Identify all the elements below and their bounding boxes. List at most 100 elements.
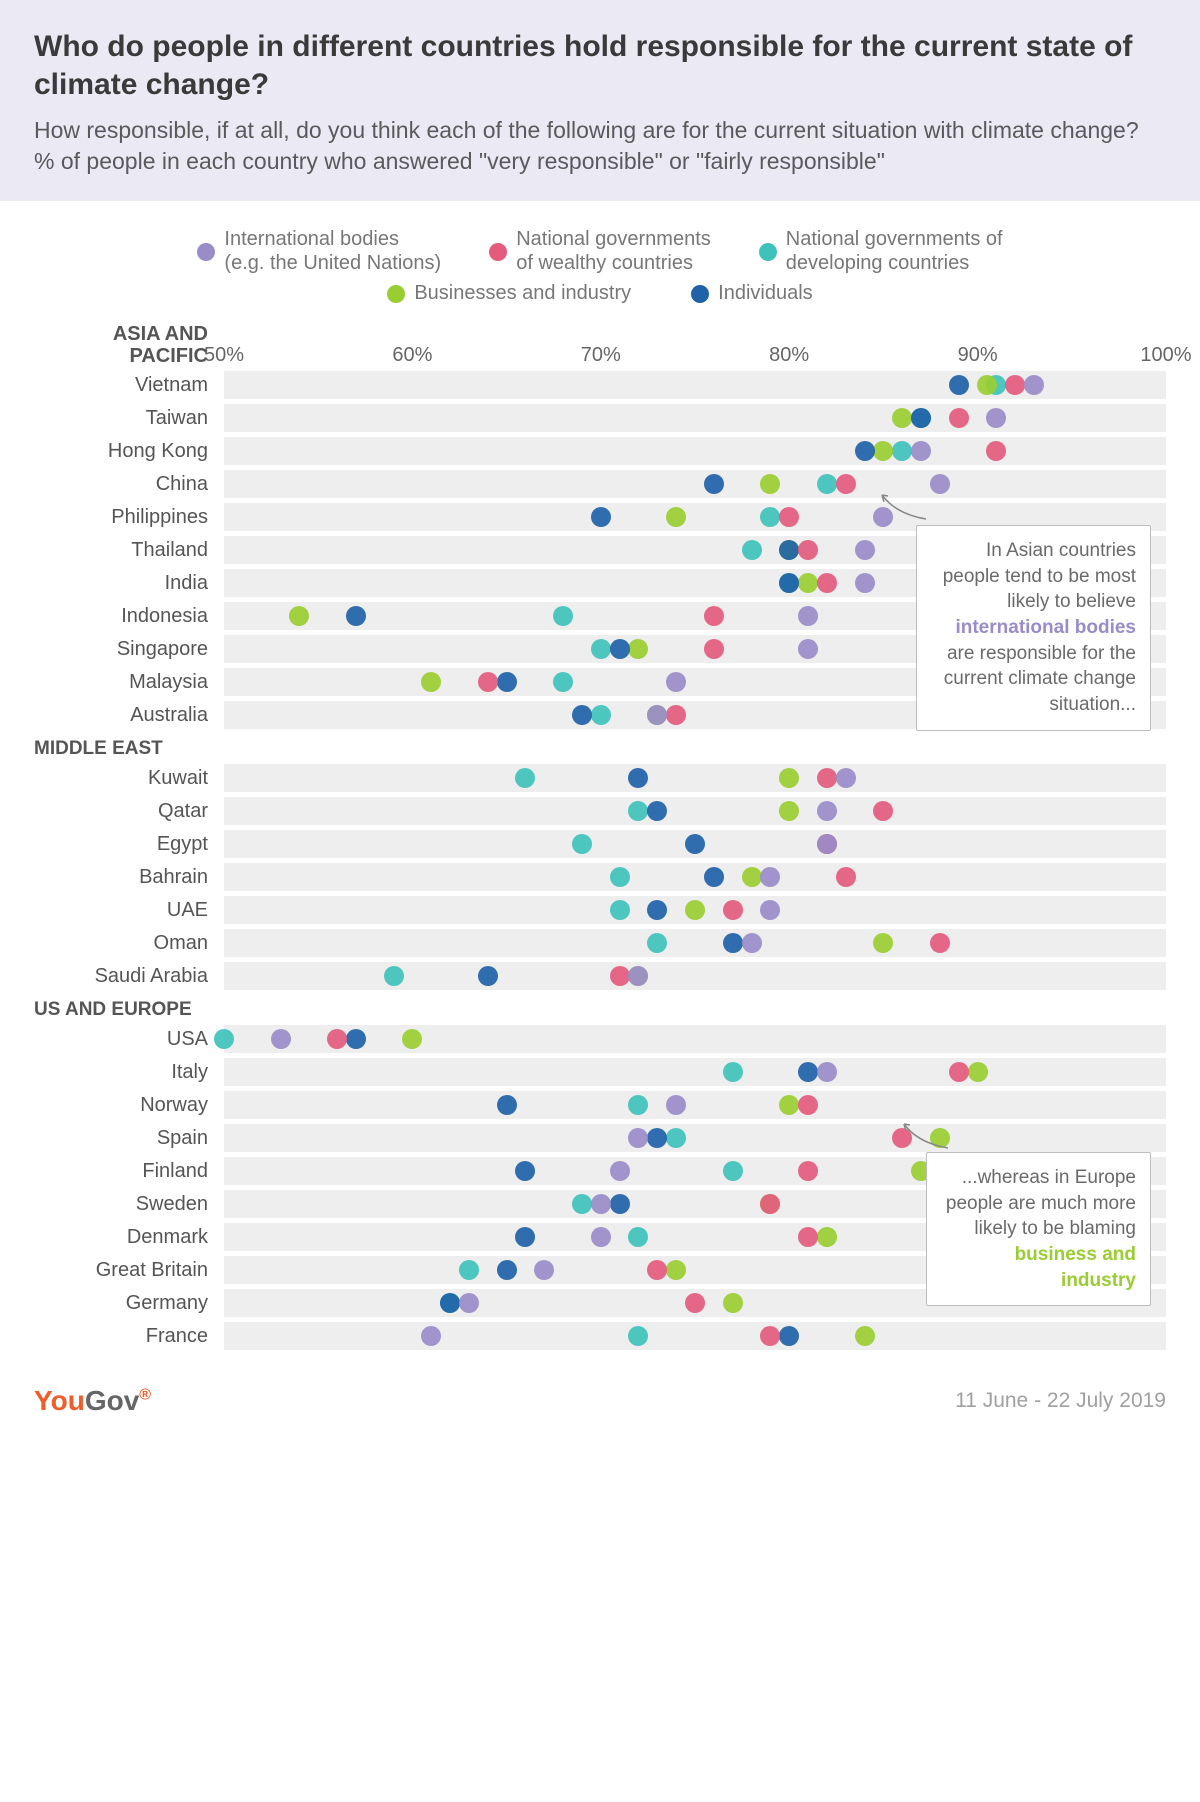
data-point: [817, 834, 837, 854]
data-point: [836, 474, 856, 494]
country-label: Thailand: [34, 539, 224, 562]
data-point: [798, 540, 818, 560]
data-row: France: [34, 1322, 1166, 1350]
country-label: Qatar: [34, 800, 224, 823]
data-point: [497, 1095, 517, 1115]
data-point: [666, 1128, 686, 1148]
data-point: [817, 474, 837, 494]
data-point: [723, 1062, 743, 1082]
data-point: [459, 1260, 479, 1280]
data-point: [1005, 375, 1025, 395]
chart-title: Who do people in different countries hol…: [34, 28, 1166, 103]
data-point: [610, 867, 630, 887]
data-point: [666, 1095, 686, 1115]
data-point: [742, 933, 762, 953]
data-row: Hong Kong: [34, 437, 1166, 465]
legend-swatch: [759, 243, 777, 261]
chart-subtitle: How responsible, if at all, do you think…: [34, 115, 1166, 177]
data-point: [817, 801, 837, 821]
data-point: [817, 768, 837, 788]
data-point: [610, 966, 630, 986]
data-point: [779, 1095, 799, 1115]
country-label: Hong Kong: [34, 440, 224, 463]
data-point: [760, 1326, 780, 1346]
legend-swatch: [489, 243, 507, 261]
data-point: [892, 1128, 912, 1148]
data-point: [949, 375, 969, 395]
data-point: [647, 1128, 667, 1148]
data-point: [855, 441, 875, 461]
data-point: [610, 1161, 630, 1181]
country-label: Saudi Arabia: [34, 965, 224, 988]
data-point: [666, 672, 686, 692]
data-point: [421, 1326, 441, 1346]
data-point: [723, 933, 743, 953]
data-point: [760, 507, 780, 527]
data-point: [779, 768, 799, 788]
data-point: [666, 507, 686, 527]
data-point: [214, 1029, 234, 1049]
data-point: [327, 1029, 347, 1049]
x-tick: 100%: [1140, 344, 1191, 367]
data-point: [685, 900, 705, 920]
data-point: [628, 1128, 648, 1148]
data-point: [911, 441, 931, 461]
data-point: [666, 1260, 686, 1280]
data-point: [628, 768, 648, 788]
data-point: [798, 573, 818, 593]
legend-swatch: [197, 243, 215, 261]
data-point: [704, 606, 724, 626]
legend-label: Individuals: [718, 281, 813, 305]
country-label: Oman: [34, 932, 224, 955]
row-track: [224, 437, 1166, 465]
row-track: [224, 863, 1166, 891]
legend-item: National governmentsof wealthy countries: [489, 227, 711, 275]
country-label: UAE: [34, 899, 224, 922]
data-row: Oman: [34, 929, 1166, 957]
header-block: Who do people in different countries hol…: [0, 0, 1200, 201]
data-point: [779, 507, 799, 527]
data-point: [855, 1326, 875, 1346]
data-point: [346, 606, 366, 626]
country-label: France: [34, 1325, 224, 1348]
data-point: [836, 867, 856, 887]
data-point: [610, 900, 630, 920]
data-point: [760, 867, 780, 887]
country-label: Denmark: [34, 1226, 224, 1249]
callout-asia: In Asian countries people tend to be mos…: [916, 525, 1151, 730]
data-point: [534, 1260, 554, 1280]
legend-label: National governments ofdeveloping countr…: [786, 227, 1003, 275]
data-point: [760, 900, 780, 920]
data-point: [798, 1227, 818, 1247]
data-point: [742, 540, 762, 560]
data-row: Norway: [34, 1091, 1166, 1119]
row-track: [224, 896, 1166, 924]
data-row: Taiwan: [34, 404, 1166, 432]
legend-label: International bodies(e.g. the United Nat…: [224, 227, 441, 275]
data-point: [628, 1095, 648, 1115]
data-point: [723, 1293, 743, 1313]
data-point: [817, 1227, 837, 1247]
row-track: [224, 404, 1166, 432]
data-point: [572, 1194, 592, 1214]
country-label: Bahrain: [34, 866, 224, 889]
x-tick: 70%: [581, 344, 621, 367]
data-point: [553, 672, 573, 692]
data-point: [873, 801, 893, 821]
data-point: [497, 672, 517, 692]
data-point: [836, 768, 856, 788]
data-point: [515, 1227, 535, 1247]
x-axis: 50%60%70%80%90%100%: [224, 327, 1166, 367]
country-label: China: [34, 473, 224, 496]
callout-europe: ...whereas in Europe people are much mor…: [926, 1152, 1151, 1306]
data-point: [384, 966, 404, 986]
data-point: [986, 441, 1006, 461]
x-tick: 50%: [204, 344, 244, 367]
row-track: [224, 1091, 1166, 1119]
data-point: [497, 1260, 517, 1280]
country-label: Germany: [34, 1292, 224, 1315]
country-label: Egypt: [34, 833, 224, 856]
data-point: [628, 1227, 648, 1247]
brand-logo: YouGov®: [34, 1385, 151, 1417]
legend-item: National governments ofdeveloping countr…: [759, 227, 1003, 275]
